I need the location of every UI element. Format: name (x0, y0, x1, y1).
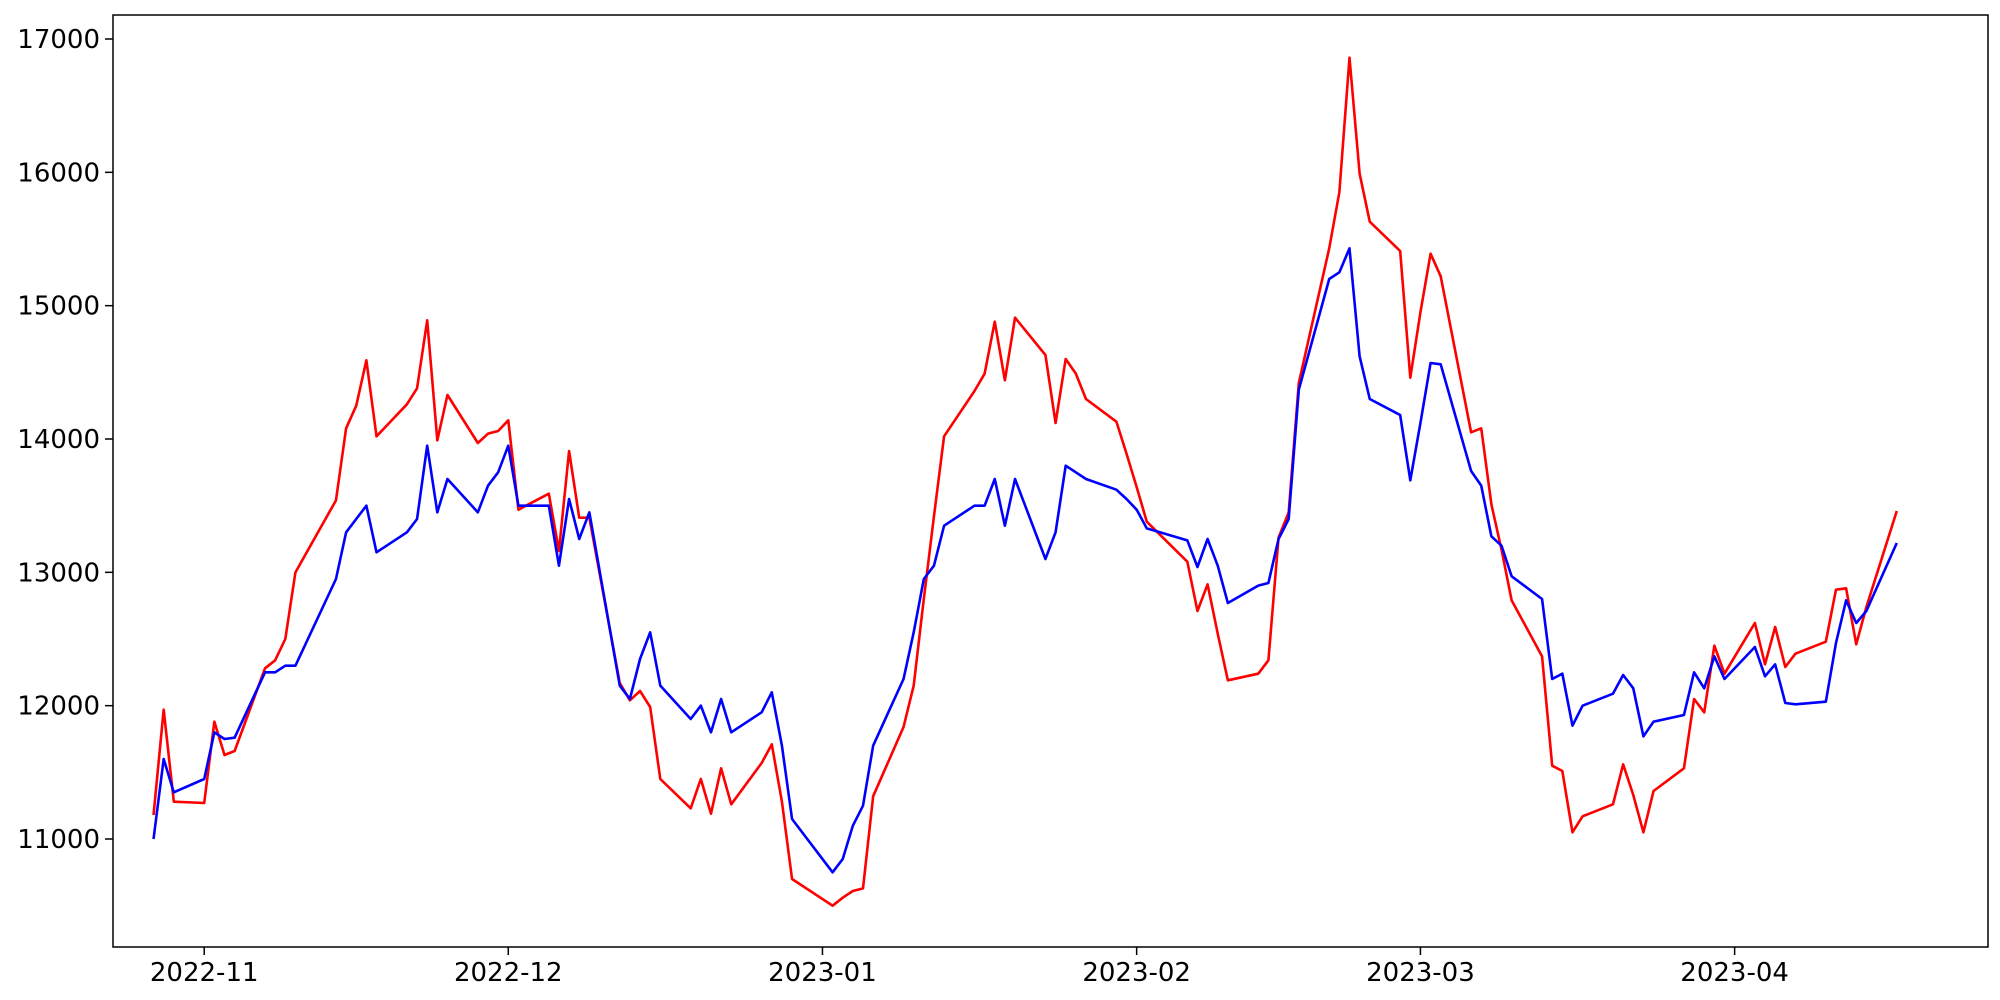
x-axis: 2022-11 2022-12 2023-01 2023-02 2023-03 2023-… (150, 947, 1789, 988)
x-tick-label: 2023-03 (1366, 958, 1475, 988)
y-tick-label: 12000 (17, 692, 100, 722)
y-tick-label: 17000 (17, 25, 100, 55)
x-tick-label: 2023-02 (1082, 958, 1191, 988)
y-axis: 11000 12000 13000 14000 15000 16000 17000 (17, 25, 113, 855)
series-layer (152, 56, 1899, 907)
series-line-1 (152, 56, 1899, 907)
x-tick-label: 2023-01 (768, 958, 877, 988)
y-tick-label: 15000 (17, 292, 100, 322)
x-tick-label: 2022-12 (454, 958, 563, 988)
y-tick-label: 14000 (17, 425, 100, 455)
x-tick-label: 2022-11 (150, 958, 259, 988)
x-tick-label: 2023-04 (1680, 958, 1789, 988)
plot-frame (112, 14, 1989, 948)
y-tick-label: 13000 (17, 558, 100, 588)
series-line-2 (152, 247, 1898, 874)
y-tick-label: 16000 (17, 158, 100, 188)
y-tick-label: 11000 (17, 825, 100, 855)
